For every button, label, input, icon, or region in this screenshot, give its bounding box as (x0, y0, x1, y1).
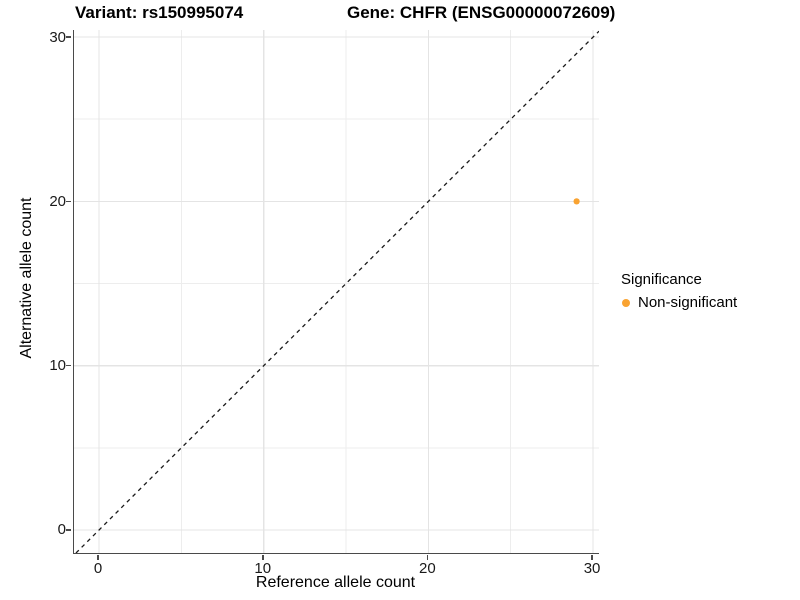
plot-title-gene: Gene: CHFR (ENSG00000072609) (347, 3, 616, 22)
legend-title: Significance (621, 271, 702, 288)
y-axis-tick-label: 0 (57, 521, 66, 539)
plot-title-variant: Variant: rs150995074 (75, 3, 244, 22)
plot-panel (73, 30, 599, 554)
x-axis-tick (591, 554, 593, 560)
y-axis-tick (66, 200, 72, 203)
y-axis-tick-label: 10 (49, 357, 66, 375)
x-axis-tick (97, 554, 99, 560)
y-axis-tick-label: 30 (49, 28, 66, 46)
y-axis-tick (66, 529, 72, 531)
x-axis-label: Reference allele count (255, 574, 416, 591)
x-axis-tick-label: 20 (419, 560, 436, 577)
y-axis-tick (66, 36, 72, 38)
data-point-non-significant (573, 198, 580, 205)
x-axis-tick-label: 10 (254, 560, 272, 577)
legend: Significance Non-significant (618, 271, 737, 311)
identity-reference-line (75, 30, 599, 553)
y-axis-tick-label: 20 (49, 192, 66, 210)
x-axis-tick-label: 30 (583, 560, 601, 577)
legend-item: Non-significant (618, 294, 737, 311)
legend-item-label: Non-significant (638, 294, 738, 311)
x-axis-tick (261, 554, 264, 560)
x-axis-tick (426, 554, 429, 560)
legend-key-dot-non-significant (622, 298, 630, 307)
y-axis-tick (66, 364, 72, 367)
x-axis-tick-label: 0 (93, 560, 103, 577)
chart-canvas (74, 30, 599, 553)
y-axis-label: Alternative allele count (18, 197, 35, 359)
